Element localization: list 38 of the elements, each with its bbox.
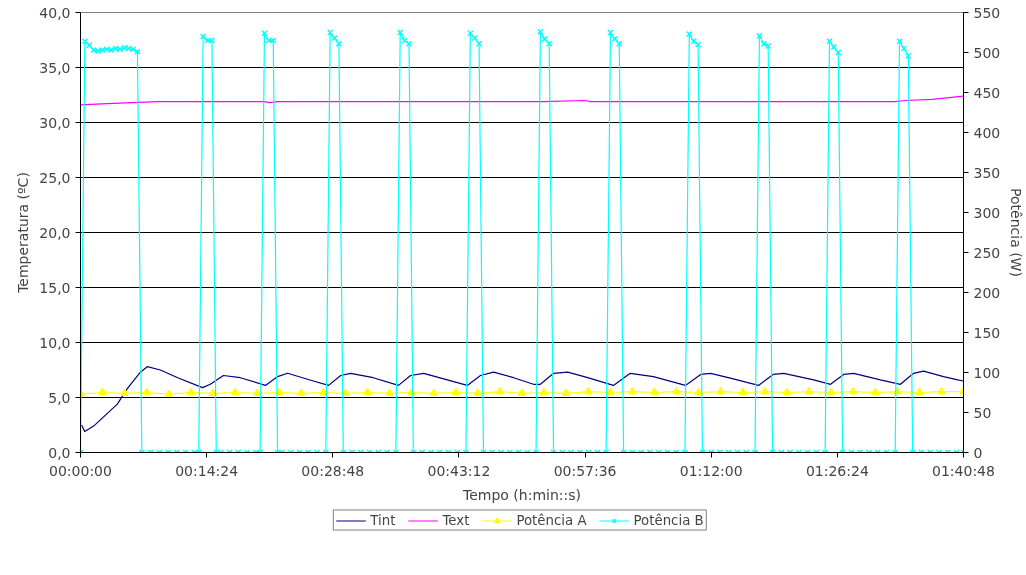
y2-tick-label: 50 [973,404,992,421]
y2-tick-label: 550 [973,4,1001,21]
y2-tick-label: 300 [973,204,1001,221]
y-tick-label: 5,0 [48,389,71,406]
x-tick-label: 01:12:00 [679,462,743,479]
y-tick-label: 10,0 [39,334,71,351]
legend-label: Tint [370,512,396,528]
x-tick-label: 00:43:12 [427,462,491,479]
x-tick-label: 00:00:00 [49,462,112,479]
y-tick-label: 30,0 [39,114,71,131]
y2-tick-label: 200 [973,284,1001,301]
x-tick-label: 00:14:24 [175,462,239,479]
y2-tick-label: 350 [973,164,1001,181]
y2-tick-label: 500 [973,44,1001,61]
legend-label: Potência B [633,512,704,528]
legend-label: Potência A [516,512,587,528]
x-tick-label: 00:28:48 [301,462,365,479]
x-tick-label: 01:26:24 [805,462,869,479]
y-tick-label: 0,0 [48,444,71,461]
legend-label: Text [442,512,470,528]
y-tick-label: 20,0 [39,224,71,241]
y-axis-title: Temperatura (ºC) [15,172,32,294]
y2-axis-title: Potência (W) [1008,188,1025,277]
x-tick-label: 01:40:48 [932,462,995,479]
y2-tick-label: 400 [973,124,1001,141]
y2-tick-label: 100 [973,364,1001,381]
line-series [80,366,964,433]
x-axis-title: Tempo (h:min::s) [462,486,581,503]
y-tick-label: 35,0 [39,59,71,76]
y-tick-label: 25,0 [39,169,71,186]
y-tick-label: 15,0 [39,279,71,296]
y2-tick-label: 450 [973,84,1001,101]
line-series [80,95,964,106]
y2-tick-label: 250 [973,244,1001,261]
x-tick-label: 00:57:36 [553,462,617,479]
y-tick-label: 40,0 [39,4,71,21]
y2-tick-label: 0 [973,444,983,461]
y2-tick-label: 150 [973,324,1001,341]
